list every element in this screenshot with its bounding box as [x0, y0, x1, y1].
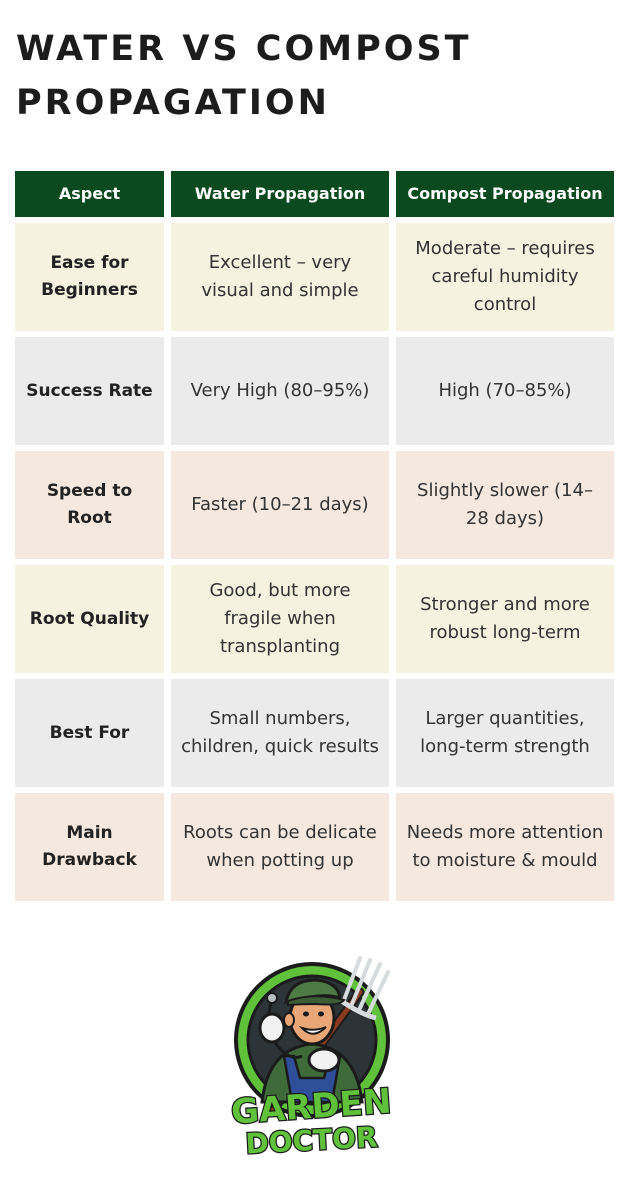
- gardener-mascot-icon: GARDEN DOCTOR: [229, 956, 394, 1162]
- table-row: Main Drawback Roots can be delicate when…: [15, 793, 614, 901]
- water-value-cell: Good, but more fragile when transplantin…: [171, 565, 389, 673]
- table-row: Speed to Root Faster (10–21 days) Slight…: [15, 451, 614, 559]
- water-value-cell: Excellent – very visual and simple: [171, 223, 389, 331]
- garden-doctor-logo: GARDEN DOCTOR: [220, 952, 404, 1162]
- water-value-cell: Small numbers, children, quick results: [171, 679, 389, 787]
- compost-value-cell: Slightly slower (14–28 days): [396, 451, 614, 559]
- water-value-cell: Faster (10–21 days): [171, 451, 389, 559]
- row-aspect-cell: Success Rate: [15, 337, 164, 445]
- row-aspect-cell: Speed to Root: [15, 451, 164, 559]
- column-header-compost: Compost Propagation: [396, 171, 614, 217]
- column-header-water: Water Propagation: [171, 171, 389, 217]
- logo-text-line2: DOCTOR: [245, 1121, 379, 1160]
- table-header-row: Aspect Water Propagation Compost Propaga…: [15, 171, 614, 217]
- column-header-aspect: Aspect: [15, 171, 164, 217]
- table-row: Best For Small numbers, children, quick …: [15, 679, 614, 787]
- compost-value-cell: Needs more attention to moisture & mould: [396, 793, 614, 901]
- water-value-cell: Very High (80–95%): [171, 337, 389, 445]
- compost-value-cell: High (70–85%): [396, 337, 614, 445]
- row-aspect-cell: Main Drawback: [15, 793, 164, 901]
- table-row: Success Rate Very High (80–95%) High (70…: [15, 337, 614, 445]
- table-row: Ease for Beginners Excellent – very visu…: [15, 223, 614, 331]
- row-aspect-cell: Ease for Beginners: [15, 223, 164, 331]
- comparison-table: Aspect Water Propagation Compost Propaga…: [15, 171, 614, 907]
- compost-value-cell: Larger quantities, long-term strength: [396, 679, 614, 787]
- row-aspect-cell: Root Quality: [15, 565, 164, 673]
- table-row: Root Quality Good, but more fragile when…: [15, 565, 614, 673]
- water-value-cell: Roots can be delicate when potting up: [171, 793, 389, 901]
- row-aspect-cell: Best For: [15, 679, 164, 787]
- page-title: WATER VS COMPOST PROPAGATION: [16, 29, 472, 123]
- compost-value-cell: Moderate – requires careful humidity con…: [396, 223, 614, 331]
- compost-value-cell: Stronger and more robust long-term: [396, 565, 614, 673]
